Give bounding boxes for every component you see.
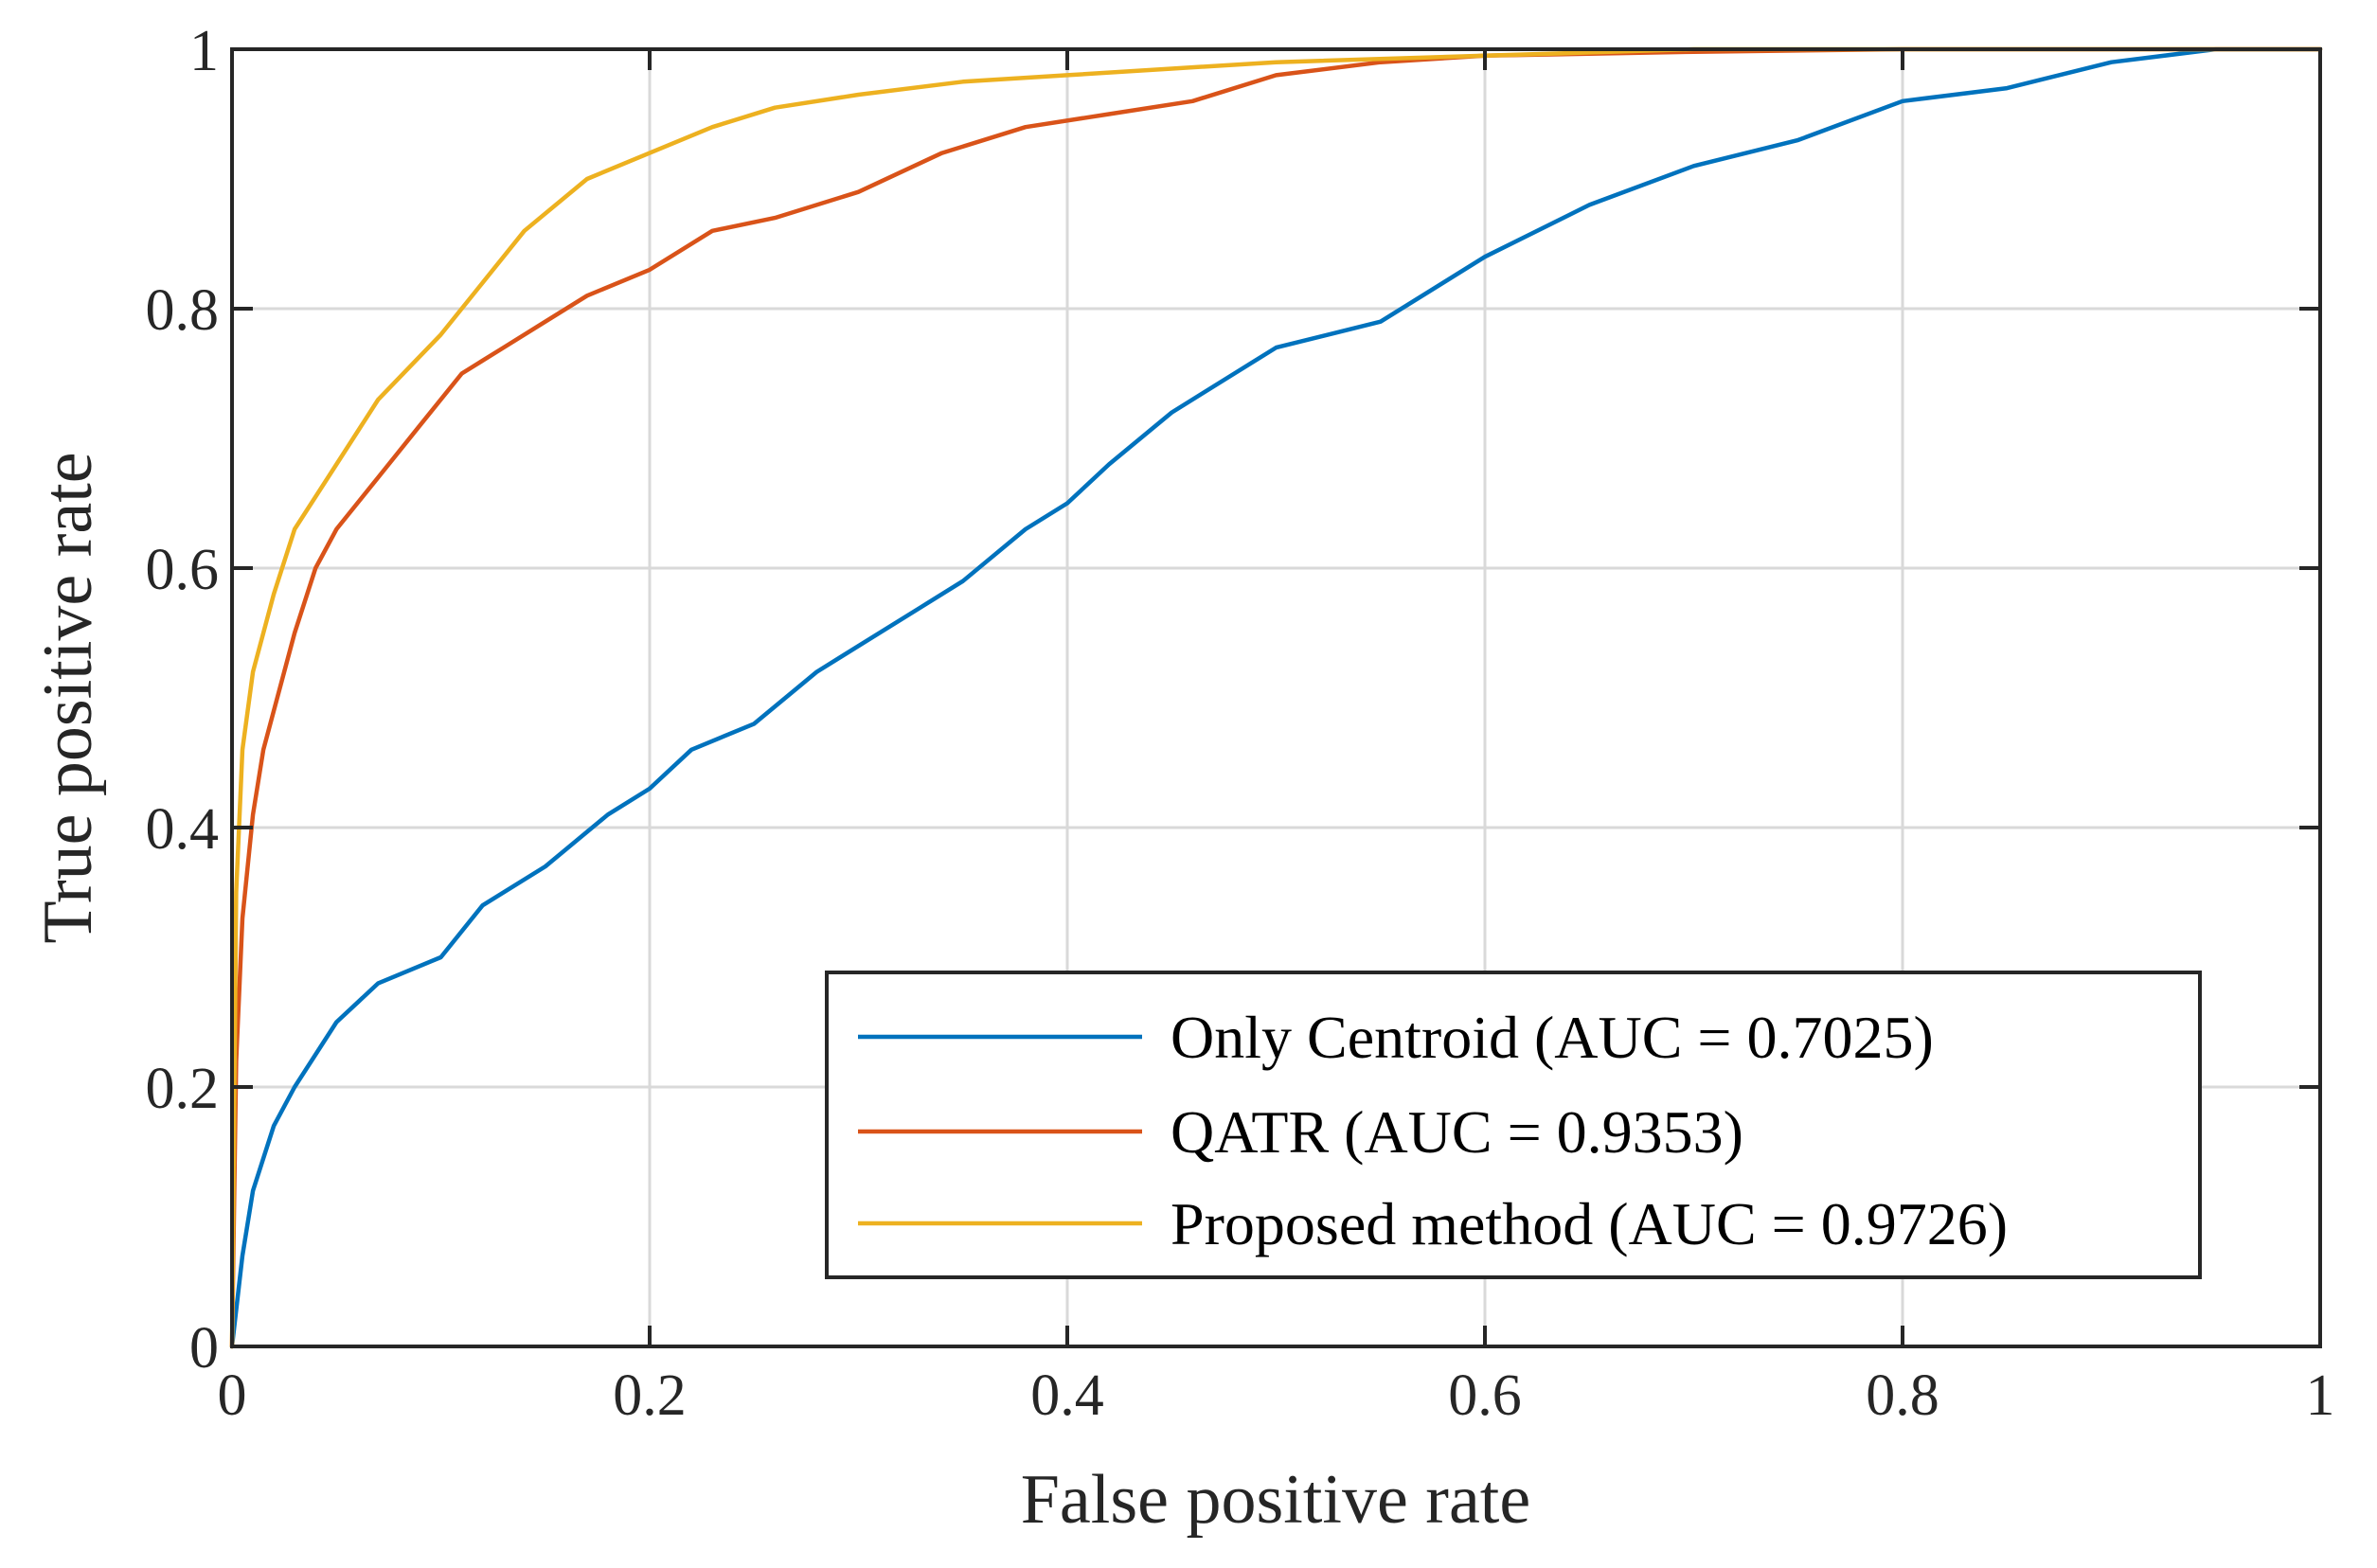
series-line-1 (229, 46, 2323, 1349)
legend-label-3: Proposed method (AUC = 0.9726) (1171, 1190, 2008, 1257)
legend: Only Centroid (AUC = 0.7025) QATR (AUC = … (825, 971, 2202, 1279)
y-tick-label: 0.2 (146, 1057, 220, 1121)
x-tick-label: 0.2 (613, 1363, 687, 1428)
y-tick-labels: 0 0.2 0.4 0.6 0.8 1 (146, 19, 220, 1381)
y-tick-label: 0.6 (146, 538, 220, 602)
x-tick-label: 1 (2306, 1363, 2335, 1428)
x-tick-label: 0 (218, 1363, 247, 1428)
y-axis-title: True positive rate (29, 452, 107, 943)
x-axis-title: False positive rate (1021, 1461, 1530, 1539)
x-tick-label: 0.4 (1030, 1363, 1104, 1428)
y-tick-label: 1 (189, 19, 219, 83)
x-tick-labels: 0 0.2 0.4 0.6 0.8 1 (218, 1363, 2335, 1428)
legend-label-1: Only Centroid (AUC = 0.7025) (1171, 1004, 1934, 1071)
x-tick-label: 0.6 (1448, 1363, 1522, 1428)
tick-marks (230, 47, 2322, 1348)
y-tick-label: 0.4 (146, 797, 220, 862)
x-tick-label: 0.8 (1866, 1363, 1939, 1428)
legend-label-2: QATR (AUC = 0.9353) (1171, 1098, 1743, 1166)
plot-frame (230, 47, 2322, 1348)
y-tick-label: 0 (189, 1316, 219, 1381)
series-line-2 (229, 46, 2323, 1349)
legend-box (825, 971, 2202, 1279)
y-tick-label: 0.8 (146, 278, 220, 343)
